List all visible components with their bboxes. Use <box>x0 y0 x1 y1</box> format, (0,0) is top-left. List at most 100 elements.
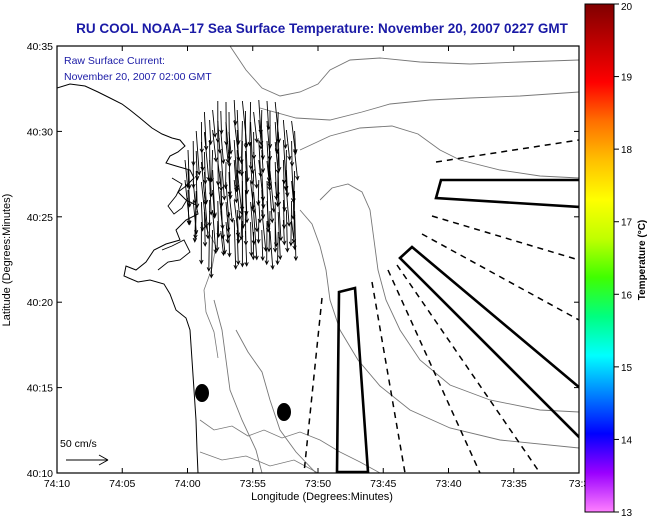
current-vector-arrow <box>260 149 266 174</box>
current-vector-arrow <box>244 230 249 267</box>
y-tick-label: 40:20 <box>27 297 53 309</box>
buoy-marker <box>195 384 209 402</box>
survey-box <box>434 178 579 209</box>
y-axis: 40:35 40:30 40:25 40:20 40:15 40:10 <box>27 41 579 480</box>
current-vector-arrow <box>220 130 226 165</box>
current-vector-arrow <box>233 179 239 204</box>
current-vector-arrow <box>266 160 272 189</box>
current-vector-arrow <box>186 189 191 226</box>
current-vector-arrow <box>217 120 222 154</box>
x-tick-label: 74:05 <box>109 478 135 490</box>
current-vector-arrow <box>264 220 269 266</box>
current-vector-arrow <box>282 119 288 150</box>
y-tick-label: 40:10 <box>27 468 53 480</box>
x-tick-label: 74:10 <box>44 478 70 490</box>
current-vector-arrow <box>277 211 283 261</box>
hudson-canyon-contour <box>319 183 579 413</box>
colorbar-ticks: 20 19 18 17 16 15 14 13 <box>614 2 633 518</box>
current-vector-arrow <box>202 211 208 247</box>
current-vector-arrow <box>219 110 224 135</box>
x-tick-label: 73:40 <box>435 478 461 490</box>
current-vector-arrow <box>285 169 290 198</box>
current-vector-arrow <box>193 210 198 240</box>
estuary-shoreline <box>157 239 191 271</box>
current-vector-arrow <box>266 210 272 253</box>
bathymetry-contour <box>299 125 579 179</box>
current-vector-arrow <box>285 129 292 161</box>
current-vector-arrow <box>223 161 228 190</box>
x-tick-label: 73:35 <box>501 478 527 490</box>
colorbar-tick-label: 20 <box>621 2 633 13</box>
current-vector-arrow <box>212 129 218 163</box>
map-background <box>57 46 579 473</box>
current-vector-arrow <box>253 151 259 189</box>
colorbar-tick-label: 14 <box>621 435 633 446</box>
scale-vector-label: 50 cm/s <box>60 438 97 450</box>
current-vector-arrow <box>253 211 259 261</box>
bathymetry-contour <box>199 451 319 473</box>
current-vector-arrow <box>293 210 299 262</box>
y-tick-label: 40:35 <box>27 41 53 53</box>
current-vector-arrow <box>256 219 261 244</box>
current-vector-arrow <box>215 220 220 252</box>
overlay-current-label: Raw Surface Current: <box>64 55 165 67</box>
current-vector-arrow <box>269 190 275 224</box>
x-axis-label: Longitude (Degrees:Minutes) <box>251 491 393 503</box>
bay-shoreline <box>167 177 189 215</box>
survey-box <box>335 286 370 473</box>
current-vector-arrow <box>288 200 294 247</box>
x-tick-label: 73:3 <box>569 478 590 490</box>
current-vector-arrow <box>256 179 261 207</box>
current-vector-arrow <box>236 189 242 221</box>
x-tick-label: 73:55 <box>240 478 266 490</box>
colorbar-tick-label: 16 <box>621 290 633 301</box>
current-vector-arrow <box>236 229 241 266</box>
current-vector-arrow <box>293 130 298 154</box>
current-vector-arrow <box>281 199 287 230</box>
current-vector-arrow <box>236 129 242 175</box>
current-vector-arrow <box>220 230 226 257</box>
current-vector-arrow <box>282 219 287 246</box>
current-vector-arrow <box>251 231 256 261</box>
current-vector-arrow <box>200 141 205 172</box>
y-tick-label: 40:15 <box>27 383 53 395</box>
current-vector-arrow <box>228 191 235 223</box>
colorbar-label: Temperature (°C) <box>637 220 648 301</box>
current-vector-arrow <box>227 231 232 258</box>
bathymetry-contour <box>199 419 381 473</box>
current-vector-arrow <box>253 111 259 144</box>
current-vector-arrow <box>291 220 297 251</box>
bathymetry-contour <box>203 227 219 359</box>
current-vector-arrow <box>281 159 287 185</box>
colorbar-tick-label: 13 <box>621 508 633 518</box>
scale-vector-arrow-icon <box>66 454 109 466</box>
y-tick-label: 40:25 <box>27 212 53 224</box>
current-vector-arrow <box>240 221 245 268</box>
current-vector-arrow <box>269 230 275 271</box>
current-vector-arrow <box>275 231 280 266</box>
current-vector-arrow <box>249 221 254 257</box>
current-vector-arrow <box>253 191 259 233</box>
current-vector-arrow <box>195 130 202 176</box>
y-tick-label: 40:30 <box>27 126 53 138</box>
current-vector-arrow <box>239 140 244 177</box>
current-vector-arrow <box>260 129 266 161</box>
colorbar-tick-label: 15 <box>621 363 633 374</box>
survey-box <box>398 245 579 439</box>
colorbar-tick-label: 19 <box>621 73 633 84</box>
colorbar-tick-label: 17 <box>621 218 633 229</box>
survey-dashed-lines <box>303 139 579 473</box>
overlay-current-date: November 20, 2007 02:00 GMT <box>64 71 212 83</box>
current-vectors <box>184 99 300 279</box>
current-vector-arrow <box>233 219 238 270</box>
colorbar <box>584 3 615 513</box>
current-vector-arrow <box>212 109 218 138</box>
current-vector-arrow <box>220 150 227 201</box>
current-vector-arrow <box>260 229 265 262</box>
current-vector-arrow <box>206 219 212 272</box>
x-tick-label: 74:00 <box>174 478 200 490</box>
x-axis: 74:10 74:05 74:00 73:55 73:50 73:45 73:40 73:35… <box>44 46 590 490</box>
x-tick-label: 73:45 <box>370 478 396 490</box>
current-vector-arrow <box>285 189 292 227</box>
